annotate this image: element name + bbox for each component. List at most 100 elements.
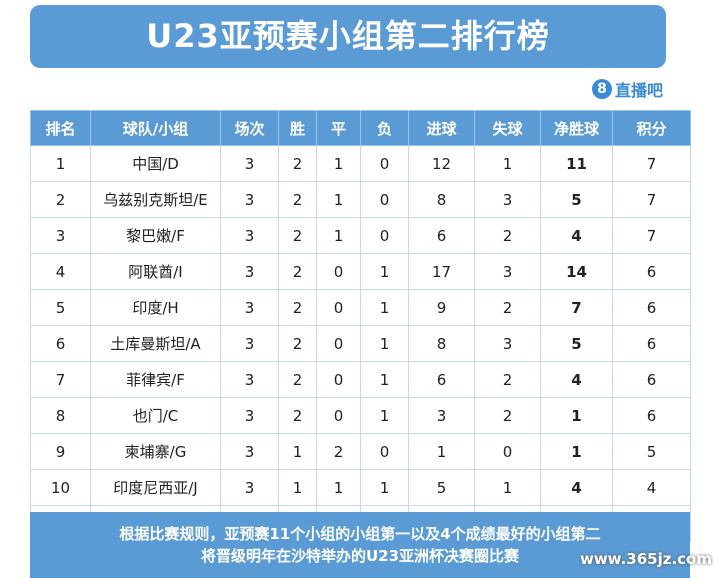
table-cell: 4 bbox=[540, 217, 613, 254]
table-cell: 12 bbox=[408, 145, 475, 182]
table-cell: 9 bbox=[30, 433, 91, 470]
table-row: 4 阿联酋/I 3 2 0 1 17 3 14 6 bbox=[30, 253, 691, 290]
table-cell: 3 bbox=[220, 433, 279, 470]
table-cell: 0 bbox=[360, 145, 409, 182]
table-row: 7 菲律宾/F 3 2 0 1 6 2 4 6 bbox=[30, 361, 691, 398]
table-cell: 阿联酋/I bbox=[90, 253, 221, 290]
table-cell: 柬埔寨/G bbox=[90, 433, 221, 470]
table-cell: 3 bbox=[220, 469, 279, 506]
column-header: 球队/小组 bbox=[90, 110, 221, 146]
table-cell: 6 bbox=[612, 325, 691, 362]
table-cell: 6 bbox=[612, 397, 691, 434]
table-cell: 3 bbox=[220, 325, 279, 362]
table-cell: 2 bbox=[30, 181, 91, 218]
table-cell: 2 bbox=[278, 253, 317, 290]
table-cell: 3 bbox=[474, 253, 541, 290]
table-cell: 1 bbox=[540, 397, 613, 434]
table-cell: 3 bbox=[220, 397, 279, 434]
column-header: 场次 bbox=[220, 110, 279, 146]
table-cell: 4 bbox=[30, 253, 91, 290]
logo-icon: 8 bbox=[592, 79, 612, 99]
table-cell: 2 bbox=[474, 217, 541, 254]
table-row: 9 柬埔寨/G 3 1 2 0 1 0 1 5 bbox=[30, 433, 691, 470]
table-cell: 8 bbox=[408, 181, 475, 218]
table-cell: 3 bbox=[220, 289, 279, 326]
table-cell: 3 bbox=[220, 181, 279, 218]
table-cell: 5 bbox=[540, 325, 613, 362]
table-row: 3 黎巴嫩/F 3 2 1 0 6 2 4 7 bbox=[30, 217, 691, 254]
table-row: 8 也门/C 3 2 0 1 3 2 1 6 bbox=[30, 397, 691, 434]
table-cell: 0 bbox=[360, 181, 409, 218]
table-cell: 3 bbox=[220, 361, 279, 398]
table-cell: 2 bbox=[278, 397, 317, 434]
table-cell: 7 bbox=[612, 145, 691, 182]
table-cell: 3 bbox=[220, 253, 279, 290]
table-cell: 中国/D bbox=[90, 145, 221, 182]
table-cell: 4 bbox=[540, 469, 613, 506]
table-row: 5 印度/H 3 2 0 1 9 2 7 6 bbox=[30, 289, 691, 326]
table-cell: 6 bbox=[612, 253, 691, 290]
table-cell: 0 bbox=[474, 433, 541, 470]
table-cell: 1 bbox=[360, 397, 409, 434]
table-cell: 1 bbox=[360, 325, 409, 362]
column-header: 负 bbox=[360, 110, 409, 146]
column-header: 进球 bbox=[408, 110, 475, 146]
table-cell: 2 bbox=[278, 289, 317, 326]
table-cell: 7 bbox=[612, 181, 691, 218]
table-row: 2 乌兹别克斯坦/E 3 2 1 0 8 3 5 7 bbox=[30, 181, 691, 218]
logo: 8 直播吧 bbox=[592, 78, 663, 100]
table-cell: 1 bbox=[360, 253, 409, 290]
title: U23亚预赛小组第二排行榜 bbox=[30, 5, 666, 68]
table-cell: 0 bbox=[316, 325, 361, 362]
table-cell: 2 bbox=[474, 289, 541, 326]
table-cell: 1 bbox=[360, 289, 409, 326]
table-cell: 0 bbox=[316, 397, 361, 434]
table-cell: 6 bbox=[612, 361, 691, 398]
table-cell: 0 bbox=[360, 217, 409, 254]
table-cell: 1 bbox=[30, 145, 91, 182]
table-cell: 1 bbox=[360, 469, 409, 506]
table-cell: 9 bbox=[408, 289, 475, 326]
table-cell: 5 bbox=[540, 181, 613, 218]
table-cell: 11 bbox=[540, 145, 613, 182]
table-cell: 1 bbox=[316, 181, 361, 218]
table-cell: 7 bbox=[612, 217, 691, 254]
table-cell: 1 bbox=[316, 469, 361, 506]
table-cell: 3 bbox=[30, 217, 91, 254]
table-cell: 印度/H bbox=[90, 289, 221, 326]
table-body: 1 中国/D 3 2 1 0 12 1 11 7 2 乌兹别克斯坦/E 3 2 1 0 8 3 5 7 3 黎巴嫩/F 3 2… bbox=[30, 145, 691, 542]
table-cell: 5 bbox=[408, 469, 475, 506]
table-cell: 土库曼斯坦/A bbox=[90, 325, 221, 362]
table-cell: 5 bbox=[30, 289, 91, 326]
table-cell: 黎巴嫩/F bbox=[90, 217, 221, 254]
table-cell: 2 bbox=[278, 181, 317, 218]
table-cell: 2 bbox=[474, 361, 541, 398]
table-row: 10 印度尼西亚/J 3 1 1 1 5 1 4 4 bbox=[30, 469, 691, 506]
table-cell: 1 bbox=[316, 145, 361, 182]
table-cell: 1 bbox=[474, 145, 541, 182]
table-cell: 3 bbox=[220, 217, 279, 254]
table-cell: 菲律宾/F bbox=[90, 361, 221, 398]
table-cell: 乌兹别克斯坦/E bbox=[90, 181, 221, 218]
table-cell: 2 bbox=[316, 433, 361, 470]
table-cell: 印度尼西亚/J bbox=[90, 469, 221, 506]
table-cell: 5 bbox=[612, 433, 691, 470]
column-header: 净胜球 bbox=[540, 110, 613, 146]
table-cell: 6 bbox=[612, 289, 691, 326]
column-header: 排名 bbox=[30, 110, 91, 146]
table-cell: 14 bbox=[540, 253, 613, 290]
table-cell: 1 bbox=[474, 469, 541, 506]
table-cell: 也门/C bbox=[90, 397, 221, 434]
standings-table: 排名 球队/小组 场次胜平负进球 失球 净胜球 积分 1 中国/D 3 2 1 0 12 1 11 7 2 乌兹… bbox=[30, 110, 691, 542]
table-cell: 1 bbox=[316, 217, 361, 254]
table-cell: 1 bbox=[408, 433, 475, 470]
column-header: 平 bbox=[316, 110, 361, 146]
table-cell: 8 bbox=[30, 397, 91, 434]
table-cell: 3 bbox=[474, 325, 541, 362]
table-cell: 1 bbox=[278, 433, 317, 470]
table-cell: 1 bbox=[278, 469, 317, 506]
table-cell: 7 bbox=[30, 361, 91, 398]
table-cell: 3 bbox=[408, 397, 475, 434]
table-cell: 2 bbox=[278, 325, 317, 362]
